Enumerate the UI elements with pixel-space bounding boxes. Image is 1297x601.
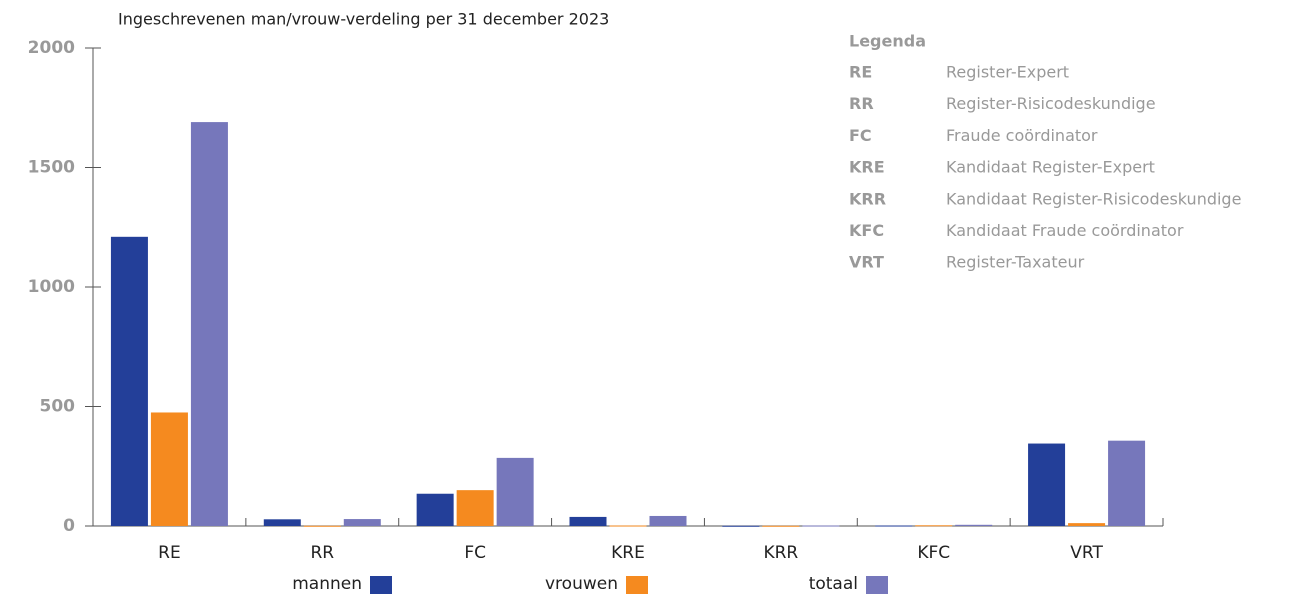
legend-swatch: [370, 576, 392, 594]
bar: [762, 525, 800, 527]
x-tick-label: KFC: [917, 543, 950, 563]
bar: [875, 525, 913, 527]
bar: [343, 519, 381, 526]
legenda-label: Register-Risicodeskundige: [946, 94, 1156, 113]
legend-swatch: [866, 576, 888, 594]
legend-swatch: [626, 576, 648, 594]
x-tick-label: KRE: [611, 543, 645, 563]
legenda-code: KRE: [849, 158, 885, 177]
x-tick-label: RE: [158, 543, 181, 563]
x-tick-label: VRT: [1070, 543, 1103, 563]
y-tick-label: 2000: [28, 38, 75, 58]
bar: [1028, 443, 1066, 526]
y-tick-label: 0: [63, 516, 75, 536]
legenda-label: Kandidaat Register-Expert: [946, 158, 1155, 177]
bar: [1068, 523, 1106, 526]
legenda-label: Kandidaat Fraude coördinator: [946, 221, 1184, 240]
bar: [569, 516, 607, 526]
legenda-label: Register-Expert: [946, 63, 1069, 82]
bar: [722, 525, 760, 527]
bar: [263, 519, 301, 526]
legenda-title: Legenda: [849, 32, 926, 51]
bar: [1108, 440, 1146, 526]
legenda-label: Register-Taxateur: [946, 253, 1085, 272]
legenda-code: VRT: [849, 253, 884, 272]
y-tick-label: 500: [40, 397, 76, 417]
bar: [110, 236, 148, 526]
bar: [955, 524, 993, 526]
bar: [915, 525, 953, 527]
bar: [190, 122, 228, 526]
bar: [416, 493, 454, 526]
bar: [649, 515, 687, 526]
legend-label: mannen: [292, 574, 362, 594]
legenda-code: KRR: [849, 189, 886, 208]
bar: [303, 525, 341, 527]
legenda-code: KFC: [849, 221, 884, 240]
bar: [609, 525, 647, 527]
legenda-code: RR: [849, 94, 874, 113]
bar: [802, 525, 840, 527]
y-tick-label: 1000: [28, 277, 75, 297]
legenda-label: Kandidaat Register-Risicodeskundige: [946, 189, 1241, 208]
legend-label: totaal: [809, 574, 858, 594]
legenda-label: Fraude coördinator: [946, 126, 1098, 145]
legenda-code: FC: [849, 126, 872, 145]
chart-title: Ingeschrevenen man/vrouw-verdeling per 3…: [118, 10, 609, 29]
bar: [496, 457, 534, 526]
x-tick-label: FC: [464, 543, 486, 563]
legenda-code: RE: [849, 63, 872, 82]
y-tick-label: 1500: [28, 158, 75, 178]
x-tick-label: KRR: [763, 543, 798, 563]
bar: [150, 412, 188, 526]
legend-label: vrouwen: [545, 574, 618, 594]
x-tick-label: RR: [310, 543, 334, 563]
bar: [456, 490, 494, 526]
